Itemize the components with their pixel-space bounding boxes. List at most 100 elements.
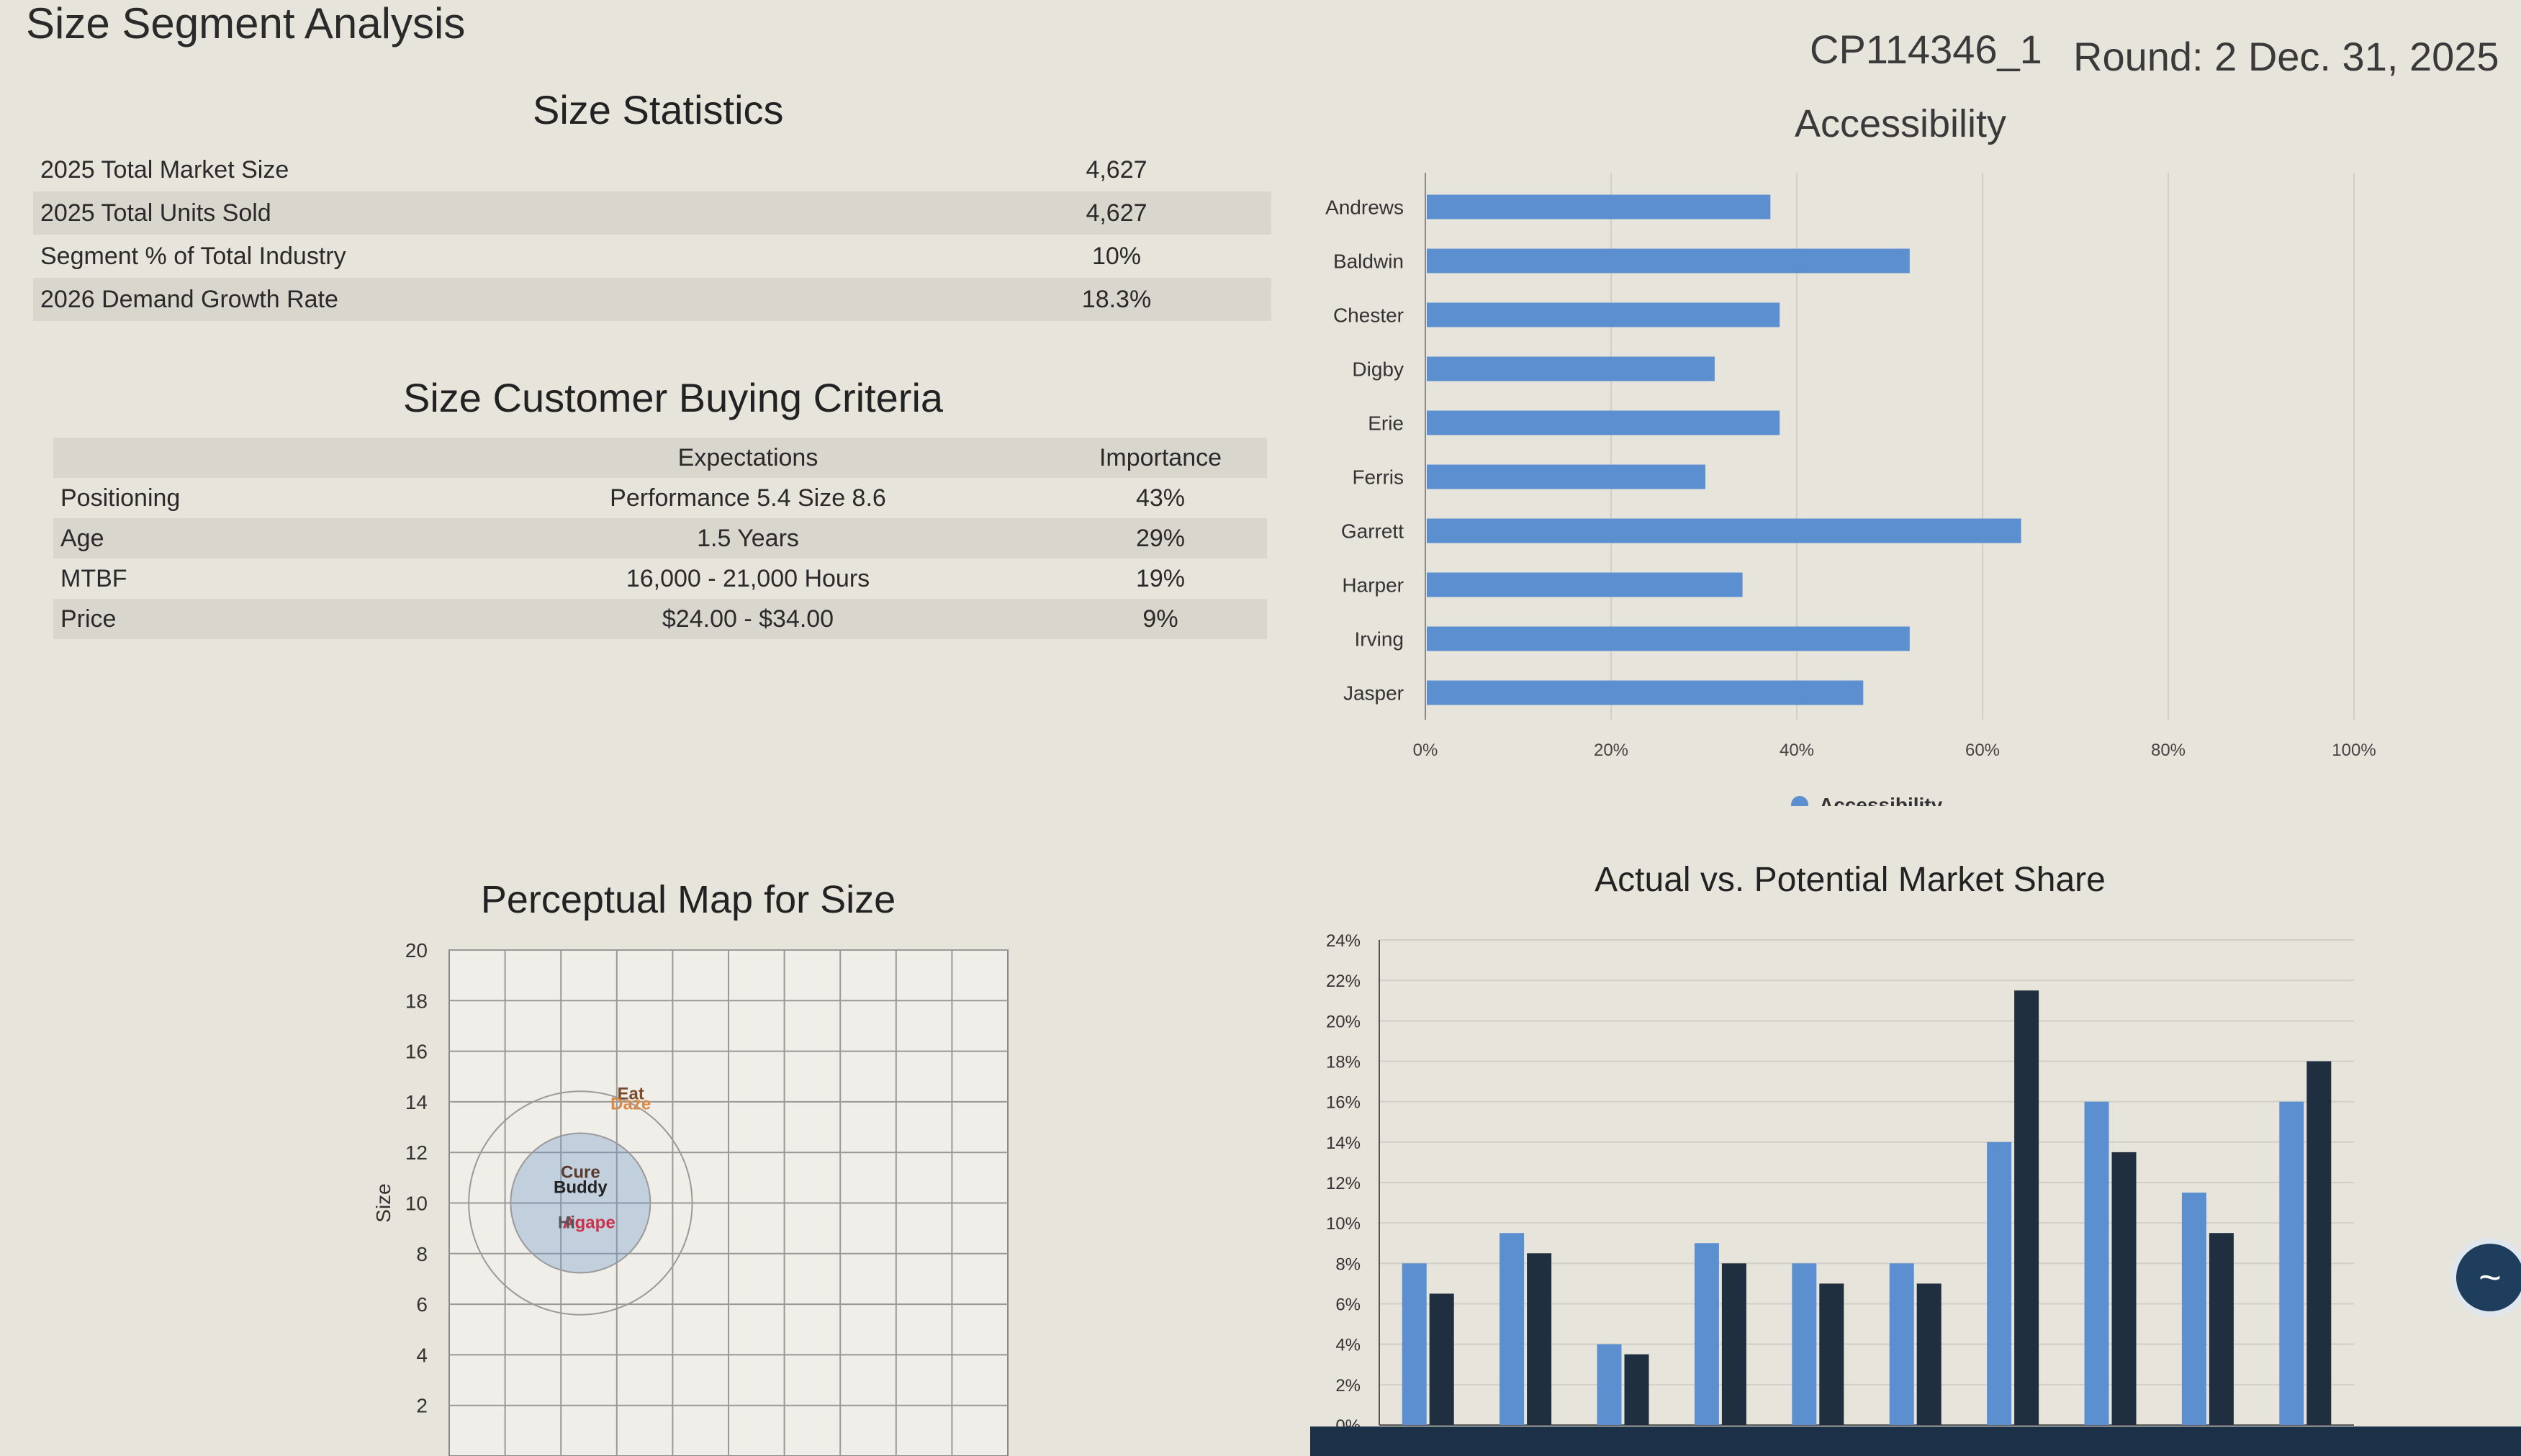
y-tick-label: 20%	[1326, 1012, 1361, 1031]
legend-marker	[1791, 796, 1808, 806]
market-share-chart: Actual vs. Potential Market Share0%2%4%6…	[1326, 861, 2354, 1456]
criterion-label: Positioning	[60, 484, 181, 512]
bar-potential	[2111, 1152, 2137, 1425]
criterion-importance: 9%	[1054, 599, 1267, 639]
bar	[1427, 302, 1780, 327]
segment-circle	[468, 1090, 693, 1316]
chart-title: Actual vs. Potential Market Share	[1595, 861, 2106, 899]
chart-title: Accessibility	[1795, 102, 2006, 145]
table-row: Positioning Performance 5.4 Size 8.6 43%	[53, 478, 1267, 518]
bar-potential	[2014, 990, 2039, 1425]
product-label: Buddy	[554, 1177, 608, 1197]
table-row: 2026 Demand Growth Rate 18.3%	[33, 278, 1271, 321]
table-row: Age 1.5 Years 29%	[53, 518, 1267, 559]
y-tick-label: Garrett	[1341, 520, 1404, 543]
bar-actual	[1499, 1233, 1525, 1425]
criterion-expectation: 1.5 Years	[442, 518, 1054, 559]
table-row: Price $24.00 - $34.00 9%	[53, 599, 1267, 639]
chat-icon: ~	[2479, 1256, 2502, 1299]
product-label: Agape	[562, 1213, 615, 1233]
criterion-expectation: $24.00 - $34.00	[442, 599, 1054, 639]
y-tick-label: Baldwin	[1333, 250, 1404, 273]
y-tick-label: 16	[405, 1041, 428, 1063]
size-statistics-title: Size Statistics	[533, 87, 784, 132]
legend-label: Accessibility	[1819, 794, 1943, 806]
y-tick-label: 14%	[1326, 1134, 1361, 1153]
stat-value: 10%	[1091, 242, 1142, 270]
x-tick-label: 100%	[2332, 741, 2376, 760]
y-tick-label: 8	[416, 1243, 428, 1265]
bar	[1427, 356, 1715, 381]
criterion-importance: 29%	[1054, 518, 1267, 559]
buying-criteria-title: Size Customer Buying Criteria	[403, 375, 944, 420]
y-tick-label: 4%	[1335, 1336, 1361, 1355]
y-tick-label: Irving	[1355, 628, 1404, 651]
criterion-expectation: Performance 5.4 Size 8.6	[610, 484, 886, 512]
y-tick-label: Andrews	[1325, 196, 1404, 219]
perceptual-map-chart: Perceptual Map for Size 2 4 6 8 10 12 14 16 18 20 S…	[372, 878, 1009, 1456]
y-tick-label: 24%	[1326, 931, 1361, 951]
y-tick-label: 2%	[1335, 1376, 1361, 1396]
product-label: Eat	[618, 1084, 644, 1103]
bar-actual	[2279, 1101, 2304, 1425]
y-axis-label: Size	[372, 1183, 394, 1222]
stat-value: 4,627	[1086, 155, 1147, 184]
bar	[1427, 410, 1780, 435]
table-header-row: Expectations Importance	[53, 438, 1267, 478]
bar-actual	[2181, 1193, 2206, 1425]
x-tick-label: 20%	[1594, 741, 1628, 760]
y-tick-label: 18%	[1326, 1053, 1361, 1072]
y-tick-label: 14	[405, 1091, 428, 1113]
stat-label: 2025 Total Market Size	[40, 155, 289, 184]
bar-potential	[1429, 1293, 1454, 1425]
bar-potential	[1819, 1283, 1844, 1425]
col-expectations: Expectations	[442, 438, 1054, 478]
bar-potential	[2306, 1061, 2332, 1425]
y-tick-label: Digby	[1352, 358, 1404, 381]
y-tick-label: 6	[416, 1293, 428, 1316]
stat-value: 4,627	[962, 191, 1271, 235]
bar-potential	[1624, 1354, 1649, 1425]
table-row: MTBF 16,000 - 21,000 Hours 19%	[53, 559, 1267, 599]
bar	[1427, 464, 1705, 489]
bar-actual	[1694, 1243, 1719, 1425]
bar	[1427, 194, 1771, 220]
bar	[1427, 572, 1743, 597]
stat-label: 2025 Total Units Sold	[33, 191, 962, 235]
y-tick-label: 16%	[1326, 1093, 1361, 1113]
criterion-label: Age	[53, 518, 442, 559]
y-tick-label: 18	[405, 990, 428, 1012]
y-tick-label: 22%	[1326, 972, 1361, 991]
bar-actual	[1597, 1344, 1622, 1425]
x-tick-label: 60%	[1965, 741, 2000, 760]
accessibility-chart: Accessibility 0% 20% 40% 60% 80% 100% Andrews Ba…	[1325, 102, 2376, 806]
table-row: Segment % of Total Industry 10%	[33, 235, 1271, 278]
bar-actual	[1792, 1263, 1817, 1425]
stat-label: 2026 Demand Growth Rate	[33, 278, 962, 321]
y-tick-label: 12	[405, 1141, 428, 1164]
y-tick-label: 2	[416, 1395, 428, 1417]
bar-potential	[1916, 1283, 1942, 1425]
bar	[1427, 680, 1864, 705]
x-tick-label: 0%	[1413, 741, 1438, 760]
y-tick-label: Ferris	[1352, 466, 1404, 489]
y-tick-label: Chester	[1333, 304, 1404, 327]
criterion-importance: 43%	[1135, 484, 1186, 512]
bar	[1427, 518, 2021, 543]
y-tick-label: 4	[416, 1344, 428, 1366]
product-label: Cure	[561, 1162, 600, 1182]
bar-potential	[1721, 1263, 1746, 1425]
product-label: Daze	[610, 1094, 651, 1113]
y-tick-label: 8%	[1335, 1254, 1361, 1274]
segment-circle	[510, 1132, 651, 1274]
size-statistics-table: 2025 Total Market Size 4,627 2025 Total …	[33, 148, 1271, 321]
criterion-label: Price	[53, 599, 442, 639]
stat-label: Segment % of Total Industry	[40, 242, 346, 270]
taskbar	[1310, 1426, 2521, 1456]
y-tick-label: 12%	[1326, 1174, 1361, 1193]
y-tick-label: 6%	[1335, 1296, 1361, 1315]
chat-button[interactable]: ~	[2450, 1238, 2521, 1317]
bar-actual	[1402, 1263, 1427, 1425]
criterion-importance: 19%	[1135, 564, 1186, 592]
bar-actual	[1987, 1141, 2012, 1425]
